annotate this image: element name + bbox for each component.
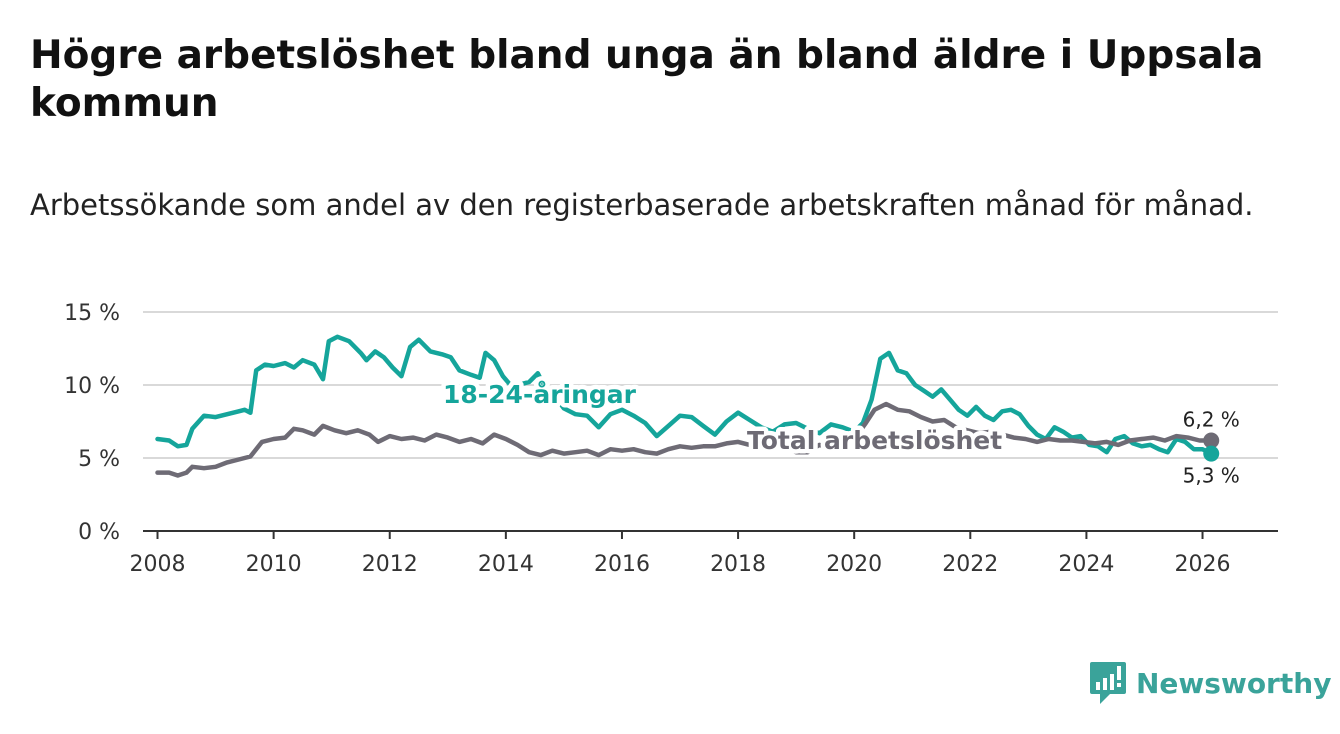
x-tick-label: 2008 (130, 552, 186, 577)
series-label-total-halo: Total arbetslöshet (747, 426, 1002, 455)
series-label-total: Total arbetslöshet (747, 426, 1002, 455)
chart-title: Högre arbetslöshet bland unga än bland ä… (30, 33, 1264, 126)
y-tick-label: 5 % (78, 447, 120, 472)
end-value-label-youth: 5,3 % (1183, 464, 1240, 488)
x-tick-label: 2024 (1058, 552, 1114, 577)
series-line-total (155, 401, 1214, 478)
endpoint-marker-youth (1203, 445, 1220, 462)
x-tick-label: 2020 (826, 552, 882, 577)
y-tick-label: 10 % (64, 374, 120, 399)
x-axis: 2008 2010 2012 2014 2016 2018 2020 2022 2024 2026 (130, 530, 1278, 577)
x-tick-label: 2014 (478, 552, 534, 577)
y-tick-label: 0 % (78, 520, 120, 545)
series-line-youth (155, 334, 1214, 456)
newsworthy-logo: Newsworthy (1088, 660, 1331, 706)
y-axis: 0 % 5 % 10 % 15 % (64, 301, 120, 545)
x-tick-label: 2022 (942, 552, 998, 577)
x-tick-label: 2016 (594, 552, 650, 577)
x-tick-label: 2026 (1175, 552, 1231, 577)
end-value-label-total: 6,2 % (1183, 407, 1240, 431)
series-label-youth-halo: 18-24-åringar (443, 380, 637, 409)
y-tick-label: 15 % (64, 301, 120, 326)
newsworthy-logo-icon (1090, 662, 1126, 704)
x-tick-label: 2012 (362, 552, 418, 577)
x-tick-label: 2010 (246, 552, 302, 577)
newsworthy-logo-text: Newsworthy (1136, 666, 1332, 700)
grid-lines (143, 311, 1278, 459)
chart-subtitle: Arbetssökande som andel av den registerb… (30, 188, 1254, 222)
series-lines (155, 334, 1220, 478)
series-label-youth: 18-24-åringar (443, 380, 637, 409)
x-tick-label: 2018 (710, 552, 766, 577)
endpoint-marker-total (1203, 432, 1220, 449)
